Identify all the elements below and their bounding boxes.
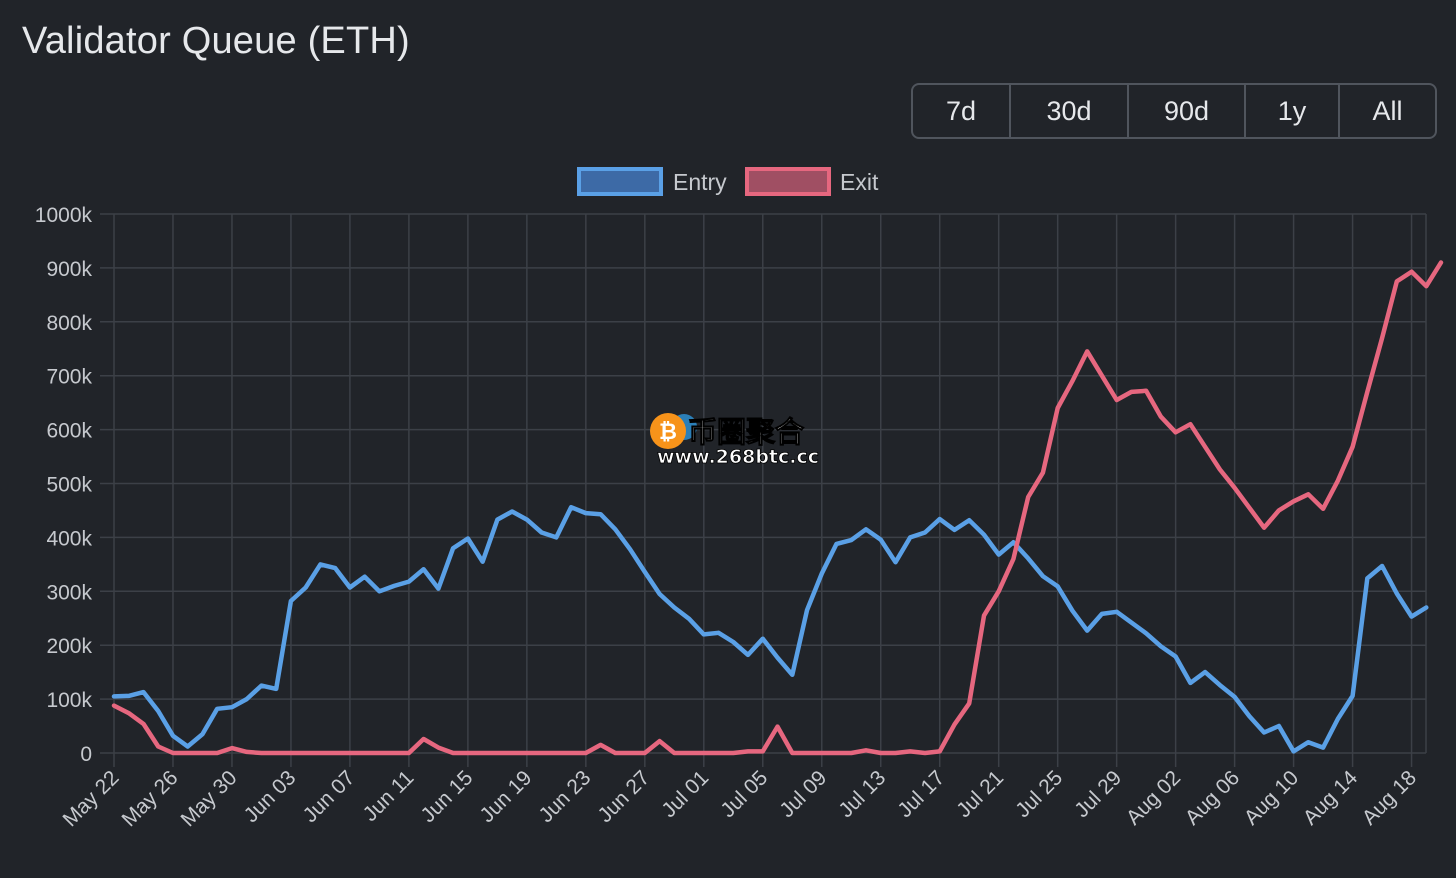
y-tick-label: 600k: [46, 420, 92, 443]
x-tick-label: Jul 05: [716, 766, 772, 822]
grid-lines: [100, 213, 1427, 767]
x-tick-label: Jul 21: [952, 766, 1008, 822]
x-tick-label: May 26: [118, 766, 183, 831]
y-tick-label: 300k: [46, 581, 92, 604]
x-tick-label: Jun 15: [417, 766, 478, 827]
legend-entry-label[interactable]: Entry: [673, 169, 727, 195]
legend-entry-swatch[interactable]: [577, 167, 663, 196]
x-tick-label: Jun 07: [299, 766, 360, 827]
legend: Entry Exit: [577, 167, 879, 196]
legend-exit-label[interactable]: Exit: [840, 169, 879, 195]
watermark: ₿ 币圈聚合 www.268btc.cc: [650, 413, 819, 468]
x-tick-label: Jul 01: [657, 766, 713, 822]
y-tick-label: 700k: [46, 366, 92, 389]
y-tick-label: 1000k: [35, 204, 93, 227]
bitcoin-symbol: ₿: [659, 420, 677, 445]
range-1y-button[interactable]: 1y: [1246, 85, 1340, 137]
range-30d-button[interactable]: 30d: [1011, 85, 1129, 137]
x-tick-label: Aug 02: [1122, 766, 1185, 829]
x-tick-label: Jun 23: [535, 766, 596, 827]
x-tick-label: Jul 29: [1070, 766, 1126, 822]
x-tick-label: Jul 13: [834, 766, 890, 822]
series-lines: [111, 260, 1444, 756]
legend-exit-swatch[interactable]: [745, 167, 831, 196]
x-tick-label: Jul 25: [1011, 766, 1067, 822]
x-tick-label: Jun 19: [476, 766, 537, 827]
x-tick-label: May 22: [59, 766, 124, 831]
x-tick-label: Aug 06: [1181, 766, 1244, 829]
x-tick-label: Jun 03: [240, 766, 301, 827]
x-tick-label: May 30: [177, 766, 242, 831]
y-tick-label: 200k: [46, 635, 92, 658]
range-90d-button[interactable]: 90d: [1129, 85, 1246, 137]
chart-title: Validator Queue (ETH): [22, 20, 410, 62]
watermark-url: www.268btc.cc: [657, 446, 819, 468]
range-all-button[interactable]: All: [1372, 95, 1403, 126]
series-line-entry: [111, 504, 1429, 754]
x-tick-label: Aug 10: [1240, 766, 1303, 829]
bitcoin-icon: [650, 413, 686, 449]
x-tick-label: Jul 09: [775, 766, 831, 822]
y-axis-ticks: 0 100k 200k 300k 400k 500k 600k 700k 800k 900k 100…: [35, 204, 93, 766]
x-tick-label: Jun 11: [359, 766, 419, 826]
watermark-text: 币圈聚合: [688, 415, 804, 449]
y-tick-label: 400k: [46, 527, 92, 550]
series-line-exit: [111, 260, 1444, 756]
y-tick-label: 800k: [46, 312, 92, 335]
y-tick-label: 0: [80, 743, 92, 766]
x-tick-label: Aug 14: [1299, 766, 1363, 830]
y-tick-label: 900k: [46, 258, 92, 281]
time-range-selector: 7d 30d 90d 1y All: [911, 83, 1437, 139]
y-tick-label: 100k: [46, 689, 92, 712]
x-tick-label: Jul 17: [893, 766, 949, 822]
x-tick-label: Jun 27: [594, 766, 655, 827]
range-7d-button[interactable]: 7d: [913, 85, 1011, 137]
x-tick-label: Aug 18: [1358, 766, 1421, 829]
y-tick-label: 500k: [46, 474, 92, 497]
